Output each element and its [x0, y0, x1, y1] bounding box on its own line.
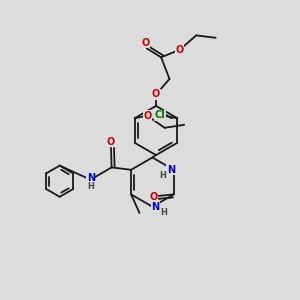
Text: O: O	[152, 89, 160, 100]
Text: O: O	[143, 111, 152, 121]
Text: Cl: Cl	[155, 110, 166, 120]
Text: O: O	[107, 137, 115, 147]
Text: O: O	[176, 45, 184, 55]
Text: N: N	[87, 173, 95, 183]
Text: H: H	[160, 208, 167, 217]
Text: O: O	[141, 38, 149, 48]
Text: N: N	[151, 202, 160, 212]
Text: O: O	[149, 192, 158, 202]
Text: N: N	[167, 165, 175, 175]
Text: H: H	[159, 171, 166, 180]
Text: H: H	[88, 182, 94, 191]
